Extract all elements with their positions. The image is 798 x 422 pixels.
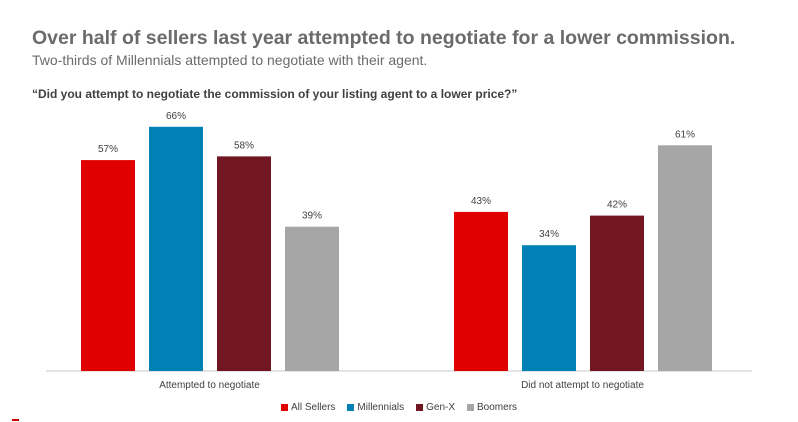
bar-millennials-1 bbox=[149, 126, 203, 371]
legend-item: Millennials bbox=[347, 402, 404, 413]
legend-swatch bbox=[467, 404, 475, 411]
chart-title: Over half of sellers last year attempted… bbox=[32, 27, 736, 49]
data-label: 57% bbox=[98, 144, 118, 155]
chart-legend: All Sellers Millennials Gen-X Boomers bbox=[0, 402, 798, 413]
data-label: 39% bbox=[302, 211, 322, 222]
legend-label: All Sellers bbox=[290, 402, 336, 413]
legend-item: Gen-X bbox=[416, 402, 455, 413]
survey-question: “Did you attempt to negotiate the commis… bbox=[32, 87, 518, 101]
category-label: Did not attempt to negotiate bbox=[521, 380, 644, 391]
bar-gen-x-1 bbox=[217, 156, 271, 371]
legend-label: Millennials bbox=[357, 402, 405, 413]
data-label: 34% bbox=[539, 229, 559, 240]
bar-boomers-1 bbox=[285, 226, 339, 371]
brand-accent-mark bbox=[12, 419, 19, 421]
bar-boomers-2 bbox=[658, 145, 712, 371]
bar-gen-x-2 bbox=[590, 215, 644, 371]
legend-swatch bbox=[416, 404, 424, 411]
bar-chart: 57% 66% 58% 39% 43% 34% 42% 61% Attempted to ne… bbox=[46, 111, 752, 391]
data-label: 58% bbox=[234, 140, 254, 151]
data-label: 66% bbox=[166, 111, 186, 122]
data-label: 42% bbox=[607, 200, 627, 211]
bar-all-sellers-2 bbox=[454, 211, 508, 371]
legend-swatch bbox=[280, 404, 288, 411]
legend-swatch bbox=[347, 404, 355, 411]
legend-item: Boomers bbox=[467, 402, 517, 413]
category-label: Attempted to negotiate bbox=[159, 380, 260, 391]
legend-item: All Sellers bbox=[280, 402, 336, 413]
bar-all-sellers-1 bbox=[81, 160, 135, 371]
data-label: 61% bbox=[675, 129, 695, 140]
data-label: 43% bbox=[471, 196, 491, 207]
bar-millennials-2 bbox=[522, 245, 576, 371]
chart-subtitle: Two-thirds of Millennials attempted to n… bbox=[32, 52, 428, 68]
legend-label: Gen-X bbox=[426, 402, 456, 413]
legend-label: Boomers bbox=[477, 402, 518, 413]
